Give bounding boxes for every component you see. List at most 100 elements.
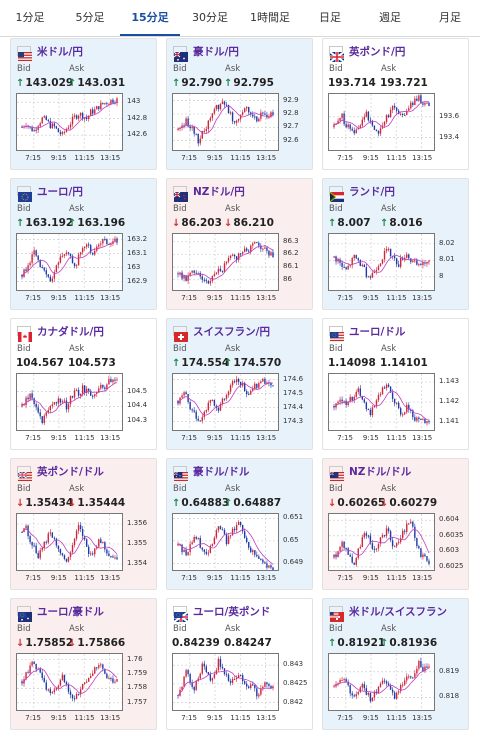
- card-title[interactable]: 米ドル/円: [17, 44, 83, 62]
- candle: [355, 557, 357, 565]
- card-title[interactable]: ランド/円: [329, 184, 395, 203]
- card-title[interactable]: NZドル/円: [173, 184, 245, 202]
- candle: [193, 270, 195, 273]
- price-chart[interactable]: 8.02 8.01 8 7:15 9:15 11:15 13:15: [328, 233, 465, 307]
- candle: [395, 107, 398, 111]
- rate-card[interactable]: ユーロ/英ポンド Bid Ask 0.84239 0.84247 0.843 0.8425 0…: [166, 598, 313, 730]
- price-chart[interactable]: 0.651 0.65 0.649 7:15 9:15 11:15 13:15: [172, 513, 309, 587]
- pair-name[interactable]: カナダドル/円: [37, 325, 104, 338]
- x-tick-label: 7:15: [25, 434, 41, 442]
- price-chart[interactable]: 1.76 1.759 1.758 1.757 7:15 9:15 11:15 13:15: [16, 653, 153, 727]
- pair-name[interactable]: 豪ドル/円: [193, 45, 239, 58]
- tab-2[interactable]: 15分足: [120, 0, 180, 36]
- candle: [373, 125, 376, 130]
- card-title[interactable]: NZドル/ドル: [329, 464, 412, 482]
- rate-card[interactable]: ユーロ/円 Bid Ask ↑163.192 ↑163.196 163.2 163.1 163…: [10, 178, 157, 310]
- pair-name[interactable]: ユーロ/豪ドル: [37, 605, 104, 618]
- x-tick-label: 13:15: [256, 574, 277, 582]
- rate-card[interactable]: 豪ドル/円 Bid Ask ↑92.790 ↑92.795 92.9 92.8 92.7 92.…: [166, 38, 313, 170]
- arrow-up-icon: ↑: [224, 498, 233, 509]
- candle: [75, 694, 78, 699]
- card-title[interactable]: ユーロ/ドル: [329, 324, 406, 342]
- price-chart[interactable]: 92.9 92.8 92.7 92.6 7:15 9:15 11:15 13:15: [172, 93, 309, 167]
- price-chart[interactable]: 1.356 1.355 1.354 7:15 9:15 11:15 13:15: [16, 513, 153, 587]
- rate-card[interactable]: 米ドル/円 Bid Ask ↑143.029 ↑143.031 143 142.8 142.6…: [10, 38, 157, 170]
- candle: [55, 538, 58, 546]
- pair-name[interactable]: ランド/円: [349, 185, 395, 198]
- candle: [428, 421, 430, 423]
- candle: [241, 112, 244, 115]
- tab-6[interactable]: 週足: [379, 11, 401, 24]
- pair-name[interactable]: ユーロ/円: [37, 185, 83, 198]
- card-title[interactable]: 豪ドル/ドル: [173, 464, 250, 482]
- card-title[interactable]: ユーロ/豪ドル: [17, 604, 104, 622]
- rate-card[interactable]: 英ポンド/円 Bid Ask 193.714 193.721 193.6 193.4 7:15…: [322, 38, 469, 170]
- card-title[interactable]: 米ドル/スイスフラン: [329, 604, 448, 622]
- rate-card[interactable]: 豪ドル/ドル Bid Ask ↑0.64883 ↑0.64887 0.651 0.65 0.6…: [166, 458, 313, 590]
- rate-card[interactable]: 米ドル/スイスフラン Bid Ask ↑0.81921 ↑0.81936 0.819 0.8…: [322, 598, 469, 730]
- pair-name[interactable]: 英ポンド/ドル: [37, 465, 104, 478]
- candle: [248, 686, 250, 689]
- candle: [215, 530, 218, 538]
- pair-name[interactable]: NZドル/円: [193, 185, 245, 198]
- y-tick-label: 92.7: [283, 122, 299, 131]
- rate-card[interactable]: カナダドル/円 Bid Ask 104.567 104.573 104.5 104.4 104…: [10, 318, 157, 450]
- candle: [41, 267, 43, 269]
- pair-name[interactable]: スイスフラン/円: [193, 325, 271, 338]
- card-title[interactable]: 英ポンド/円: [329, 44, 406, 63]
- price-chart[interactable]: 0.843 0.8425 0.842 7:15 9:15 11:15 13:15: [172, 653, 309, 727]
- tab-7[interactable]: 月足: [439, 11, 461, 24]
- rate-card[interactable]: 英ポンド/ドル Bid Ask ↓1.35434 ↓1.35444 1.356 1.355 1…: [10, 458, 157, 590]
- pair-name[interactable]: NZドル/ドル: [349, 465, 412, 478]
- rate-card[interactable]: ランド/円 Bid Ask ↑8.007 ↑8.016 8.02 8.01 8 7:15 9:15…: [322, 178, 469, 310]
- card-title[interactable]: スイスフラン/円: [173, 324, 271, 342]
- candle: [49, 689, 52, 694]
- pair-name[interactable]: 英ポンド/円: [349, 45, 406, 58]
- rate-card[interactable]: NZドル/円 Bid Ask ↓86.203 ↓86.210 86.3 86.2 86.1 86…: [166, 178, 313, 310]
- card-title[interactable]: 英ポンド/ドル: [17, 464, 104, 482]
- tab-1[interactable]: 5分足: [75, 11, 105, 24]
- candle: [357, 258, 359, 261]
- rate-card[interactable]: ユーロ/豪ドル Bid Ask ↓1.75852 ↓1.75866 1.76 1.759 1.…: [10, 598, 157, 730]
- price-chart[interactable]: 174.6 174.5 174.4 174.3 7:15 9:15 11:15 13:15: [172, 373, 309, 447]
- rate-card[interactable]: NZドル/ドル Bid Ask ↓0.60265 ↓0.60279 0.604 0.6035…: [322, 458, 469, 590]
- price-chart[interactable]: 86.3 86.2 86.1 86 7:15 9:15 11:15 13:15: [172, 233, 309, 307]
- tab-4[interactable]: 1時間足: [250, 11, 290, 24]
- pair-name[interactable]: 米ドル/円: [37, 45, 83, 58]
- tab-5[interactable]: 日足: [319, 11, 341, 24]
- card-title[interactable]: カナダドル/円: [17, 324, 104, 342]
- candle: [239, 381, 242, 386]
- card-title[interactable]: ユーロ/英ポンド: [173, 604, 271, 623]
- candle: [116, 379, 118, 381]
- tab-3[interactable]: 30分足: [192, 11, 228, 24]
- candle: [397, 691, 400, 693]
- bid-value: ↑8.007: [328, 217, 371, 229]
- price-chart[interactable]: 163.2 163.1 163 162.9 7:15 9:15 11:15 13:15: [16, 233, 153, 307]
- price-chart[interactable]: 1.143 1.142 1.141 7:15 9:15 11:15 13:15: [328, 373, 465, 447]
- pair-name[interactable]: 米ドル/スイスフラン: [349, 605, 448, 618]
- candle: [39, 550, 41, 559]
- price-chart[interactable]: 0.604 0.6035 0.603 0.6025 7:15 9:15 11:15 13:15: [328, 513, 465, 587]
- price-chart[interactable]: 0.819 0.818 7:15 9:15 11:15 13:15: [328, 653, 465, 727]
- pair-name[interactable]: 豪ドル/ドル: [193, 465, 250, 478]
- moving-average-line: [177, 382, 274, 416]
- y-tick-label: 0.842: [283, 697, 304, 706]
- bid-label: Bid: [329, 624, 343, 634]
- rate-card[interactable]: ユーロ/ドル Bid Ask 1.14098 1.14101 1.143 1.142 1.14…: [322, 318, 469, 450]
- candle: [221, 101, 224, 104]
- price-chart[interactable]: 193.6 193.4 7:15 9:15 11:15 13:15: [328, 93, 465, 167]
- rate-card[interactable]: スイスフラン/円 Bid Ask ↑174.554 ↑174.570 174.6 174.5…: [166, 318, 313, 450]
- candle: [100, 539, 102, 543]
- pair-name[interactable]: ユーロ/英ポンド: [193, 605, 271, 618]
- candle: [209, 118, 212, 121]
- price-chart[interactable]: 143 142.8 142.6 7:15 9:15 11:15 13:15: [16, 93, 153, 167]
- candle: [262, 378, 264, 382]
- candle: [77, 115, 80, 119]
- tab-0[interactable]: 1分足: [15, 11, 45, 24]
- candle: [367, 111, 370, 121]
- price-chart[interactable]: 104.5 104.4 104.3 7:15 9:15 11:15 13:15: [16, 373, 153, 447]
- pair-name[interactable]: ユーロ/ドル: [349, 325, 406, 338]
- card-title[interactable]: 豪ドル/円: [173, 44, 239, 62]
- candle: [359, 125, 361, 129]
- card-title[interactable]: ユーロ/円: [17, 184, 83, 202]
